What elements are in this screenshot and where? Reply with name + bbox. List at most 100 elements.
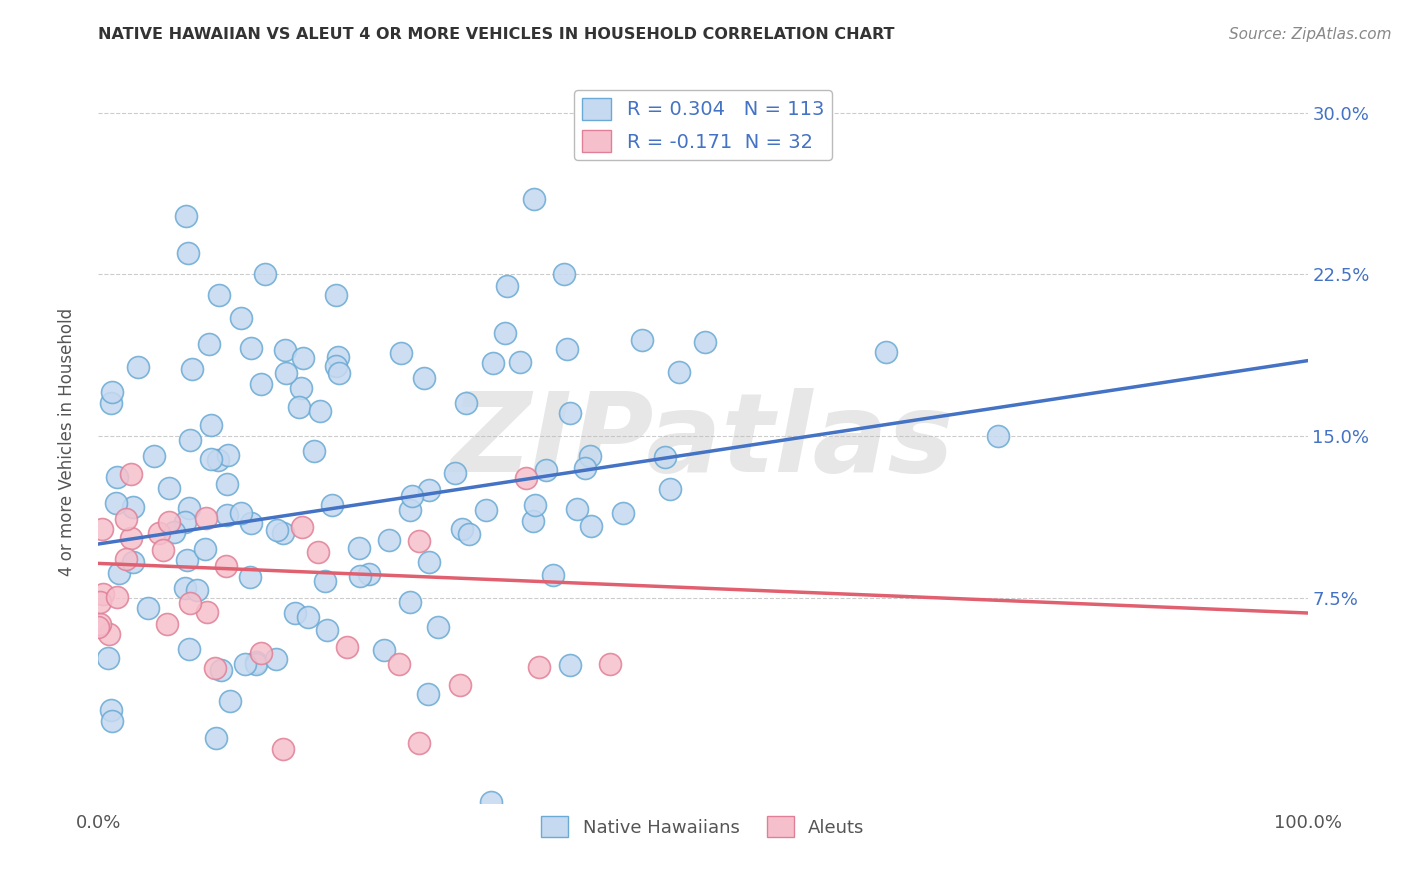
Point xyxy=(297,610,319,624)
Point xyxy=(157,481,180,495)
Point xyxy=(524,498,547,512)
Point xyxy=(578,450,600,464)
Point xyxy=(456,396,478,410)
Point xyxy=(349,541,371,555)
Point xyxy=(250,376,273,391)
Point xyxy=(179,596,201,610)
Point xyxy=(105,591,128,605)
Point xyxy=(416,687,439,701)
Point xyxy=(307,545,329,559)
Point xyxy=(97,651,120,665)
Point xyxy=(114,511,136,525)
Text: ZIPatlas: ZIPatlas xyxy=(451,388,955,495)
Point xyxy=(357,566,380,581)
Point xyxy=(418,483,440,497)
Point xyxy=(108,566,131,580)
Point xyxy=(553,267,575,281)
Point xyxy=(612,506,634,520)
Point xyxy=(325,359,347,373)
Point xyxy=(558,406,581,420)
Point xyxy=(105,470,128,484)
Point xyxy=(266,523,288,537)
Point xyxy=(200,452,222,467)
Point xyxy=(418,556,440,570)
Point xyxy=(239,570,262,584)
Point xyxy=(91,523,114,537)
Point xyxy=(233,657,256,671)
Point xyxy=(89,616,111,631)
Point xyxy=(157,515,180,529)
Point xyxy=(181,362,204,376)
Point xyxy=(89,595,111,609)
Point xyxy=(668,365,690,379)
Point xyxy=(693,334,716,349)
Point xyxy=(152,542,174,557)
Point xyxy=(509,355,531,369)
Point xyxy=(401,489,423,503)
Point xyxy=(349,568,371,582)
Point xyxy=(209,663,232,677)
Point xyxy=(215,558,238,573)
Point xyxy=(229,506,252,520)
Point xyxy=(198,336,221,351)
Point xyxy=(100,714,122,729)
Point xyxy=(479,795,502,809)
Point xyxy=(274,367,297,381)
Point xyxy=(523,192,546,206)
Point xyxy=(475,503,498,517)
Point xyxy=(200,417,222,432)
Point xyxy=(264,651,287,665)
Point xyxy=(101,385,124,400)
Point xyxy=(373,642,395,657)
Point xyxy=(271,742,294,756)
Point xyxy=(654,450,676,464)
Point xyxy=(309,403,332,417)
Text: Source: ZipAtlas.com: Source: ZipAtlas.com xyxy=(1229,27,1392,42)
Point xyxy=(250,646,273,660)
Point xyxy=(194,541,217,556)
Y-axis label: 4 or more Vehicles in Household: 4 or more Vehicles in Household xyxy=(58,308,76,575)
Point xyxy=(515,471,537,485)
Point xyxy=(174,209,197,223)
Point xyxy=(174,515,197,529)
Point xyxy=(378,533,401,547)
Point xyxy=(291,351,314,365)
Point xyxy=(458,527,481,541)
Point xyxy=(115,551,138,566)
Point xyxy=(543,568,565,582)
Point xyxy=(120,531,142,545)
Text: NATIVE HAWAIIAN VS ALEUT 4 OR MORE VEHICLES IN HOUSEHOLD CORRELATION CHART: NATIVE HAWAIIAN VS ALEUT 4 OR MORE VEHIC… xyxy=(98,27,896,42)
Point xyxy=(136,600,159,615)
Point xyxy=(217,448,239,462)
Point xyxy=(174,581,197,595)
Point xyxy=(204,731,226,745)
Point xyxy=(208,288,231,302)
Point xyxy=(100,703,122,717)
Point xyxy=(121,555,143,569)
Point xyxy=(389,346,412,360)
Point xyxy=(120,467,142,481)
Legend: Native Hawaiians, Aleuts: Native Hawaiians, Aleuts xyxy=(534,809,872,845)
Point xyxy=(156,617,179,632)
Point xyxy=(326,350,349,364)
Point xyxy=(231,311,253,326)
Point xyxy=(179,641,201,656)
Point xyxy=(245,657,267,671)
Point xyxy=(148,526,170,541)
Point xyxy=(314,574,336,589)
Point xyxy=(388,657,411,672)
Point xyxy=(659,483,682,497)
Point xyxy=(91,587,114,601)
Point xyxy=(443,466,465,480)
Point xyxy=(316,624,339,638)
Point xyxy=(579,519,602,533)
Point xyxy=(221,866,243,880)
Point xyxy=(321,498,343,512)
Point xyxy=(290,381,312,395)
Point xyxy=(274,343,297,358)
Point xyxy=(449,678,471,692)
Point xyxy=(482,356,505,370)
Point xyxy=(87,620,110,634)
Point xyxy=(527,659,550,673)
Point xyxy=(177,245,200,260)
